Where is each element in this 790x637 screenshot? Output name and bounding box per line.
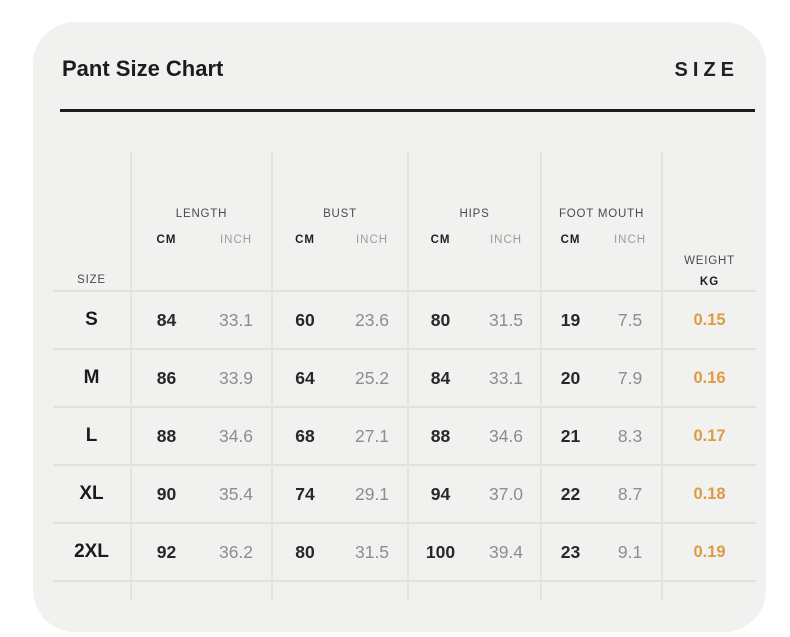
length-inch-cell: 34.6: [201, 406, 274, 465]
size-chart-table: SIZE LENGTH BUST HIPS FOOT MOUTH: [53, 152, 757, 601]
table-header: SIZE LENGTH BUST HIPS FOOT MOUTH: [53, 152, 756, 291]
header-bust-inch: INCH: [337, 224, 410, 291]
header-weight-unit: KG: [699, 276, 720, 288]
length-cm-cell: 86: [131, 348, 201, 407]
size-cell: S: [53, 290, 132, 349]
weight-kg-cell: 0.15: [662, 290, 757, 349]
table-row: XL 90 35.4 74 29.1 94 37.0 22 8.7 0.18: [53, 464, 757, 523]
size-cell: XL: [53, 464, 132, 523]
bust-inch-cell: 23.6: [337, 290, 410, 349]
table-footer: [53, 580, 757, 601]
foot-mouth-cm-cell: 19: [541, 290, 600, 349]
bust-cm-cell: 68: [272, 406, 338, 465]
hips-inch-cell: 34.6: [472, 406, 543, 465]
header-length-cm: CM: [156, 234, 177, 246]
length-cm-cell: 88: [131, 406, 201, 465]
header-bust: BUST: [272, 152, 410, 224]
length-inch-cell: 35.4: [201, 464, 274, 523]
table-body: S 84 33.1 60 23.6 80 31.5 19 7.5 0.15 M …: [53, 290, 757, 581]
bust-cm-cell: 74: [272, 464, 338, 523]
bust-cm-cell: 60: [272, 290, 338, 349]
hips-inch-cell: 39.4: [472, 522, 543, 581]
header-foot-mouth: FOOT MOUTH: [541, 152, 664, 224]
header-length-inch: INCH: [201, 224, 274, 291]
weight-kg-cell: 0.19: [662, 522, 757, 581]
foot-mouth-cm-cell: 23: [541, 522, 600, 581]
hips-inch-cell: 33.1: [472, 348, 543, 407]
foot-mouth-inch-cell: 7.9: [599, 348, 664, 407]
page-title: Pant Size Chart: [62, 56, 224, 81]
length-cm-cell: 84: [131, 290, 201, 349]
foot-mouth-inch-cell: 7.5: [599, 290, 664, 349]
header-size-label: SIZE: [77, 274, 106, 286]
foot-mouth-cm-cell: 22: [541, 464, 600, 523]
table-row: M 86 33.9 64 25.2 84 33.1 20 7.9 0.16: [53, 348, 757, 407]
table-row: S 84 33.1 60 23.6 80 31.5 19 7.5 0.15: [53, 290, 757, 349]
header-foot-mouth-inch: INCH: [599, 224, 664, 291]
bust-inch-cell: 27.1: [337, 406, 410, 465]
hips-inch-cell: 37.0: [472, 464, 543, 523]
weight-kg-cell: 0.17: [662, 406, 757, 465]
bust-cm-cell: 80: [272, 522, 338, 581]
weight-kg-cell: 0.16: [662, 348, 757, 407]
length-inch-cell: 36.2: [201, 522, 274, 581]
weight-kg-cell: 0.18: [662, 464, 757, 523]
table-row: 2XL 92 36.2 80 31.5 100 39.4 23 9.1 0.19: [53, 522, 757, 581]
header-length: LENGTH: [131, 152, 274, 224]
header-hips-cm: CM: [430, 234, 451, 246]
size-cell: 2XL: [53, 522, 132, 581]
size-chart-card: Pant Size Chart SIZE SIZE LENGTH: [33, 22, 766, 632]
ghost-row: [53, 580, 757, 601]
bust-cm-cell: 64: [272, 348, 338, 407]
bust-inch-cell: 29.1: [337, 464, 410, 523]
card-header: Pant Size Chart SIZE: [33, 22, 766, 81]
header-bust-cm: CM: [295, 234, 315, 246]
length-inch-cell: 33.1: [201, 290, 274, 349]
hips-cm-cell: 94: [408, 464, 473, 523]
hips-cm-cell: 88: [408, 406, 473, 465]
foot-mouth-cm-cell: 21: [541, 406, 600, 465]
size-cell: L: [53, 406, 132, 465]
bust-inch-cell: 25.2: [337, 348, 410, 407]
header-weight: WEIGHT KG: [662, 152, 756, 291]
hips-cm-cell: 80: [408, 290, 473, 349]
header-weight-label: WEIGHT: [684, 255, 735, 267]
foot-mouth-inch-cell: 8.3: [599, 406, 664, 465]
length-cm-cell: 90: [131, 464, 201, 523]
header-hips-inch: INCH: [472, 224, 543, 291]
table-row: L 88 34.6 68 27.1 88 34.6 21 8.3 0.17: [53, 406, 757, 465]
bust-inch-cell: 31.5: [337, 522, 410, 581]
header-hips: HIPS: [408, 152, 543, 224]
length-cm-cell: 92: [131, 522, 201, 581]
corner-size-label: SIZE: [674, 59, 739, 81]
hips-inch-cell: 31.5: [472, 290, 543, 349]
header-size: SIZE: [53, 152, 132, 291]
size-chart-table-container: SIZE LENGTH BUST HIPS FOOT MOUTH: [53, 152, 757, 601]
title-rule: [60, 109, 755, 112]
foot-mouth-inch-cell: 8.7: [599, 464, 664, 523]
foot-mouth-cm-cell: 20: [541, 348, 600, 407]
header-foot-mouth-cm: CM: [560, 234, 581, 246]
hips-cm-cell: 100: [408, 522, 473, 581]
foot-mouth-inch-cell: 9.1: [599, 522, 664, 581]
length-inch-cell: 33.9: [201, 348, 274, 407]
size-cell: M: [53, 348, 132, 407]
hips-cm-cell: 84: [408, 348, 473, 407]
